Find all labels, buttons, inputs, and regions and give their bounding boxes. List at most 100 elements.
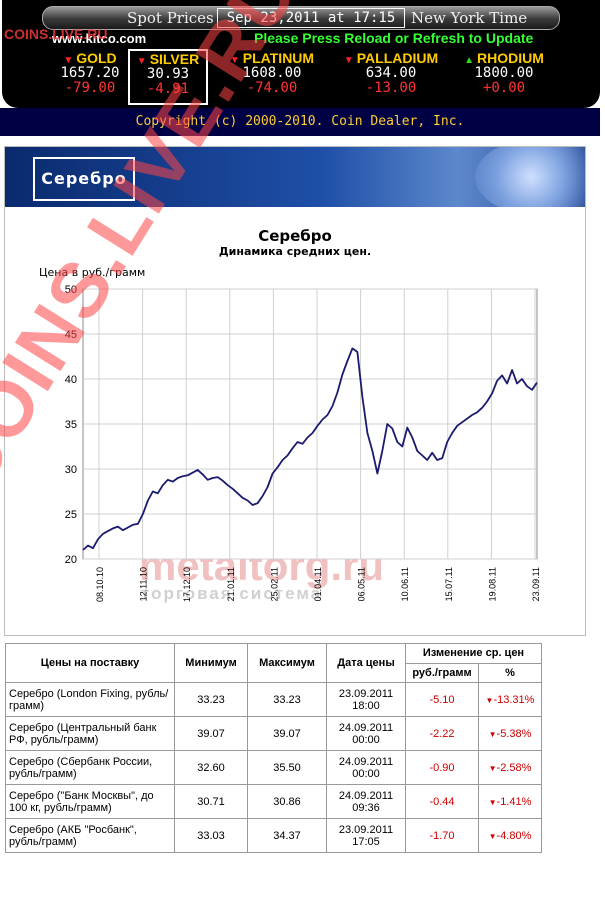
- timezone-label: New York Time: [411, 9, 528, 27]
- row-change-abs: -2.22: [405, 716, 479, 751]
- row-change-pct: -2.58%: [496, 761, 532, 774]
- header-name: Цены на поставку: [5, 643, 175, 683]
- header-change: Изменение ср. цен: [405, 643, 542, 664]
- y-tick-label: 25: [65, 509, 77, 521]
- kitco-site-link[interactable]: www.kitco.com: [52, 31, 147, 46]
- row-date: 24.09.2011: [338, 721, 394, 734]
- metal-name: PLATINUM: [242, 50, 315, 66]
- row-name: Серебро (Центральный банк РФ, рубль/грам…: [5, 716, 175, 751]
- banner-decoration: [475, 147, 585, 207]
- table-row: Серебро (Центральный банк РФ, рубль/грам…: [5, 716, 542, 751]
- table-row: Серебро ("Банк Москвы", до 100 кг, рубль…: [5, 784, 542, 819]
- metal-rhodium: ▲ RHODIUM 1800.00 +0.00: [454, 50, 554, 96]
- row-min: 30.71: [174, 784, 248, 819]
- table-row: Серебро (London Fixing, рубль/грамм) 33.…: [5, 682, 542, 717]
- header-max: Максимум: [247, 643, 327, 683]
- metal-price: 1800.00: [474, 65, 534, 81]
- row-date: 24.09.2011: [338, 755, 394, 768]
- row-change-pct-cell: ▼-5.38%: [478, 716, 542, 751]
- metal-price: 1608.00: [242, 65, 302, 81]
- row-change-pct: -13.31%: [493, 693, 535, 706]
- row-time: 17:05: [352, 835, 380, 848]
- metal-platinum: ▼ PLATINUM 1608.00 -74.00: [222, 50, 322, 96]
- metal-palladium: ▼ PALLADIUM 634.00 -13.00: [336, 50, 446, 96]
- x-tick-label: 08.10.10: [95, 567, 105, 602]
- down-triangle-icon: ▼: [488, 763, 497, 773]
- metal-silver: ▼ SILVER 30.93 -4.91: [128, 49, 208, 105]
- price-table: Цены на поставку Минимум Максимум Дата ц…: [5, 643, 542, 853]
- reload-notice: Please Press Reload or Refresh to Update: [254, 30, 534, 46]
- row-datetime: 24.09.2011 00:00: [326, 716, 406, 751]
- chart-title: Серебро: [258, 227, 332, 245]
- down-triangle-icon: ▼: [488, 729, 497, 739]
- series-line: [82, 347, 538, 551]
- row-change-abs: -1.70: [405, 818, 479, 853]
- row-min: 33.03: [174, 818, 248, 853]
- row-max: 30.86: [247, 784, 327, 819]
- metal-price: 634.00: [365, 65, 417, 81]
- row-change-abs: -5.10: [405, 682, 479, 717]
- row-name: Серебро (London Fixing, рубль/грамм): [5, 682, 175, 717]
- y-tick-label: 20: [65, 554, 77, 566]
- row-datetime: 23.09.2011 18:00: [326, 682, 406, 717]
- kitco-copyright: Copyright (c) 2000-2010. Coin Dealer, In…: [0, 108, 600, 136]
- down-triangle-icon: ▼: [136, 56, 147, 67]
- row-time: 09:36: [352, 801, 380, 814]
- row-max: 33.23: [247, 682, 327, 717]
- y-tick-label: 35: [65, 419, 77, 431]
- row-change-abs: -0.90: [405, 750, 479, 785]
- spot-prices-label: Spot Prices: [127, 9, 214, 27]
- y-tick-label: 45: [65, 329, 77, 341]
- row-date: 23.09.2011: [338, 823, 394, 836]
- row-time: 18:00: [352, 699, 380, 712]
- down-triangle-icon: ▼: [488, 831, 497, 841]
- row-change-pct: -5.38%: [496, 727, 532, 740]
- row-name: Серебро (АКБ "Росбанк", рубль/грамм): [5, 818, 175, 853]
- row-change-pct: -4.80%: [496, 829, 532, 842]
- chart-subtitle: Динамика средних цен.: [218, 245, 372, 258]
- row-change-pct-cell: ▼-1.41%: [478, 784, 542, 819]
- metal-gold: ▼ GOLD 1657.20 -79.00: [44, 50, 136, 96]
- x-tick-label: 06.05.11: [357, 567, 367, 601]
- down-triangle-icon: ▼: [229, 55, 240, 66]
- down-triangle-icon: ▼: [485, 695, 494, 705]
- row-change-pct: -1.41%: [496, 795, 532, 808]
- x-tick-label: 10.06.11: [400, 567, 410, 601]
- price-line-chart: 20 25 30 35 40 45 50 08.10.10 12.11.10 17.12.10 21…: [65, 284, 541, 602]
- row-max: 35.50: [247, 750, 327, 785]
- metal-name: PALLADIUM: [356, 50, 439, 66]
- panel-banner: Серебро: [5, 147, 585, 207]
- row-max: 39.07: [247, 716, 327, 751]
- table-row: Серебро (Сбербанк России, рубль/грамм) 3…: [5, 750, 542, 785]
- row-name: Серебро ("Банк Москвы", до 100 кг, рубль…: [5, 784, 175, 819]
- silver-chart-panel: Серебро Серебро Динамика средних цен. Це…: [4, 146, 586, 636]
- header-date: Дата цены: [326, 643, 406, 683]
- metal-price: 1657.20: [60, 65, 120, 81]
- y-tick-label: 40: [65, 374, 77, 386]
- metal-name: RHODIUM: [477, 50, 544, 66]
- ticker-title-bar: Spot Prices Sep 23,2011 at 17:15 New Yor…: [42, 6, 560, 30]
- y-tick-label: 50: [65, 284, 77, 296]
- down-triangle-icon: ▼: [488, 797, 497, 807]
- row-max: 34.37: [247, 818, 327, 853]
- down-triangle-icon: ▼: [343, 55, 354, 66]
- row-name: Серебро (Сбербанк России, рубль/грамм): [5, 750, 175, 785]
- x-tick-label: 12.11.10: [139, 567, 149, 601]
- metal-change: -13.00: [365, 80, 417, 96]
- metal-change: -4.91: [146, 81, 190, 97]
- row-change-pct-cell: ▼-13.31%: [478, 682, 542, 717]
- x-tick-label: 19.08.11: [487, 567, 497, 601]
- metal-change: -74.00: [246, 80, 298, 96]
- x-tick-label: 21.01.11: [226, 567, 236, 601]
- x-tick-label: 25.02.11: [269, 567, 279, 601]
- row-datetime: 23.09.2011 17:05: [326, 818, 406, 853]
- x-tick-label: 23.09.11: [531, 567, 541, 601]
- header-change-abs: руб./грамм: [405, 662, 479, 683]
- kitco-ticker: Spot Prices Sep 23,2011 at 17:15 New Yor…: [0, 0, 600, 138]
- metaltorg-watermark-sub: торговая система: [141, 584, 323, 603]
- ticker-datetime: Sep 23,2011 at 17:15: [217, 8, 405, 28]
- metal-name: SILVER: [149, 51, 200, 67]
- down-triangle-icon: ▼: [63, 55, 74, 66]
- banner-tag: Серебро: [33, 157, 135, 201]
- y-tick-label: 30: [65, 464, 77, 476]
